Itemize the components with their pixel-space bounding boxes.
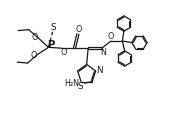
Text: N: N: [100, 48, 106, 57]
Text: O: O: [31, 32, 38, 42]
Text: P: P: [47, 40, 54, 50]
Text: S: S: [50, 23, 56, 32]
Text: S: S: [78, 82, 83, 91]
Text: N: N: [97, 66, 103, 75]
Text: O: O: [75, 25, 82, 34]
Text: O: O: [60, 48, 66, 57]
Text: H₂N: H₂N: [64, 79, 79, 88]
Text: O: O: [30, 51, 36, 60]
Text: O: O: [108, 32, 114, 41]
